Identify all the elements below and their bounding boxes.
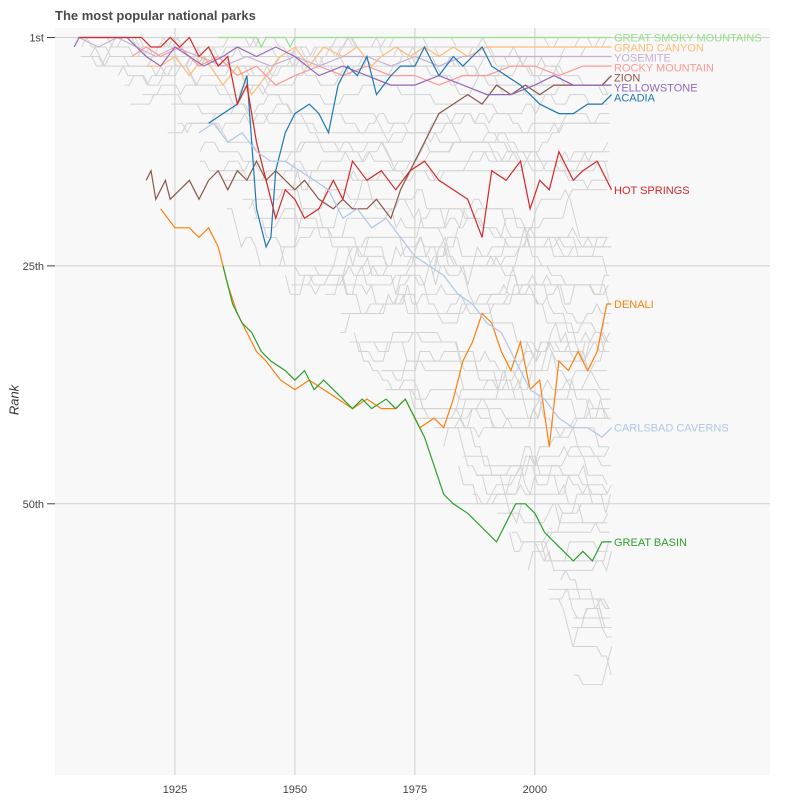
series-line: [218, 36, 612, 49]
background-park-line: [476, 474, 612, 524]
series-line: [79, 36, 613, 238]
series-label: DENALI: [614, 299, 654, 311]
background-park-line: [496, 483, 607, 524]
background-park-line: [573, 627, 612, 638]
series-line: [146, 46, 612, 96]
x-axis-ticks: 1925 1950 1975 2000: [163, 784, 547, 796]
series-label: CARLSBAD CAVERNS: [614, 423, 729, 435]
series-label: HOT SPRINGS: [614, 185, 690, 197]
highlighted-series: [73, 36, 613, 562]
background-park-line: [443, 417, 612, 476]
series-label: YELLOWSTONE: [614, 83, 698, 95]
series-line: [208, 45, 613, 249]
series-line: [78, 36, 612, 67]
background-park-line: [381, 340, 608, 372]
background-park-line: [285, 226, 607, 295]
background-park-line: [382, 331, 609, 391]
y-axis-ticks: 1st 25th 50th: [23, 33, 55, 511]
background-park-line: [223, 151, 608, 191]
background-park-line: [573, 646, 613, 686]
background-park-line: [408, 369, 610, 410]
background-park-line: [433, 397, 612, 467]
background-park-line: [548, 598, 612, 676]
series-label: GRAND CANYON: [614, 43, 704, 55]
background-park-line: [463, 445, 608, 486]
background-park-line: [340, 274, 610, 333]
series-label: YOSEMITE: [614, 53, 671, 65]
x-tick-label: 2000: [523, 784, 547, 796]
background-park-line: [360, 332, 611, 391]
series-label: ACADIA: [614, 93, 656, 105]
background-park-line: [568, 598, 607, 619]
series-label: ZION: [614, 73, 640, 85]
series-label: ROCKY MOUNTAIN: [614, 63, 714, 75]
y-tick-label: 25th: [23, 261, 44, 273]
background-park-line: [142, 84, 609, 115]
background-park-line: [309, 236, 608, 286]
background-park-line: [253, 188, 609, 257]
chart-title: The most popular national parks: [55, 8, 256, 23]
series-line: [198, 122, 613, 438]
series-line: [222, 265, 612, 562]
x-tick-label: 1975: [403, 784, 427, 796]
y-tick-label: 1st: [29, 33, 44, 45]
background-park-line: [340, 283, 610, 352]
series-label: GREAT SMOKY MOUNTAINS: [614, 33, 762, 45]
series-label: GREAT BASIN: [614, 537, 687, 549]
background-park-line: [527, 521, 610, 571]
x-tick-label: 1950: [283, 784, 307, 796]
series-line: [73, 36, 612, 96]
background-park-line: [325, 255, 609, 305]
x-tick-label: 1925: [163, 784, 187, 796]
y-tick-label: 50th: [23, 499, 44, 511]
